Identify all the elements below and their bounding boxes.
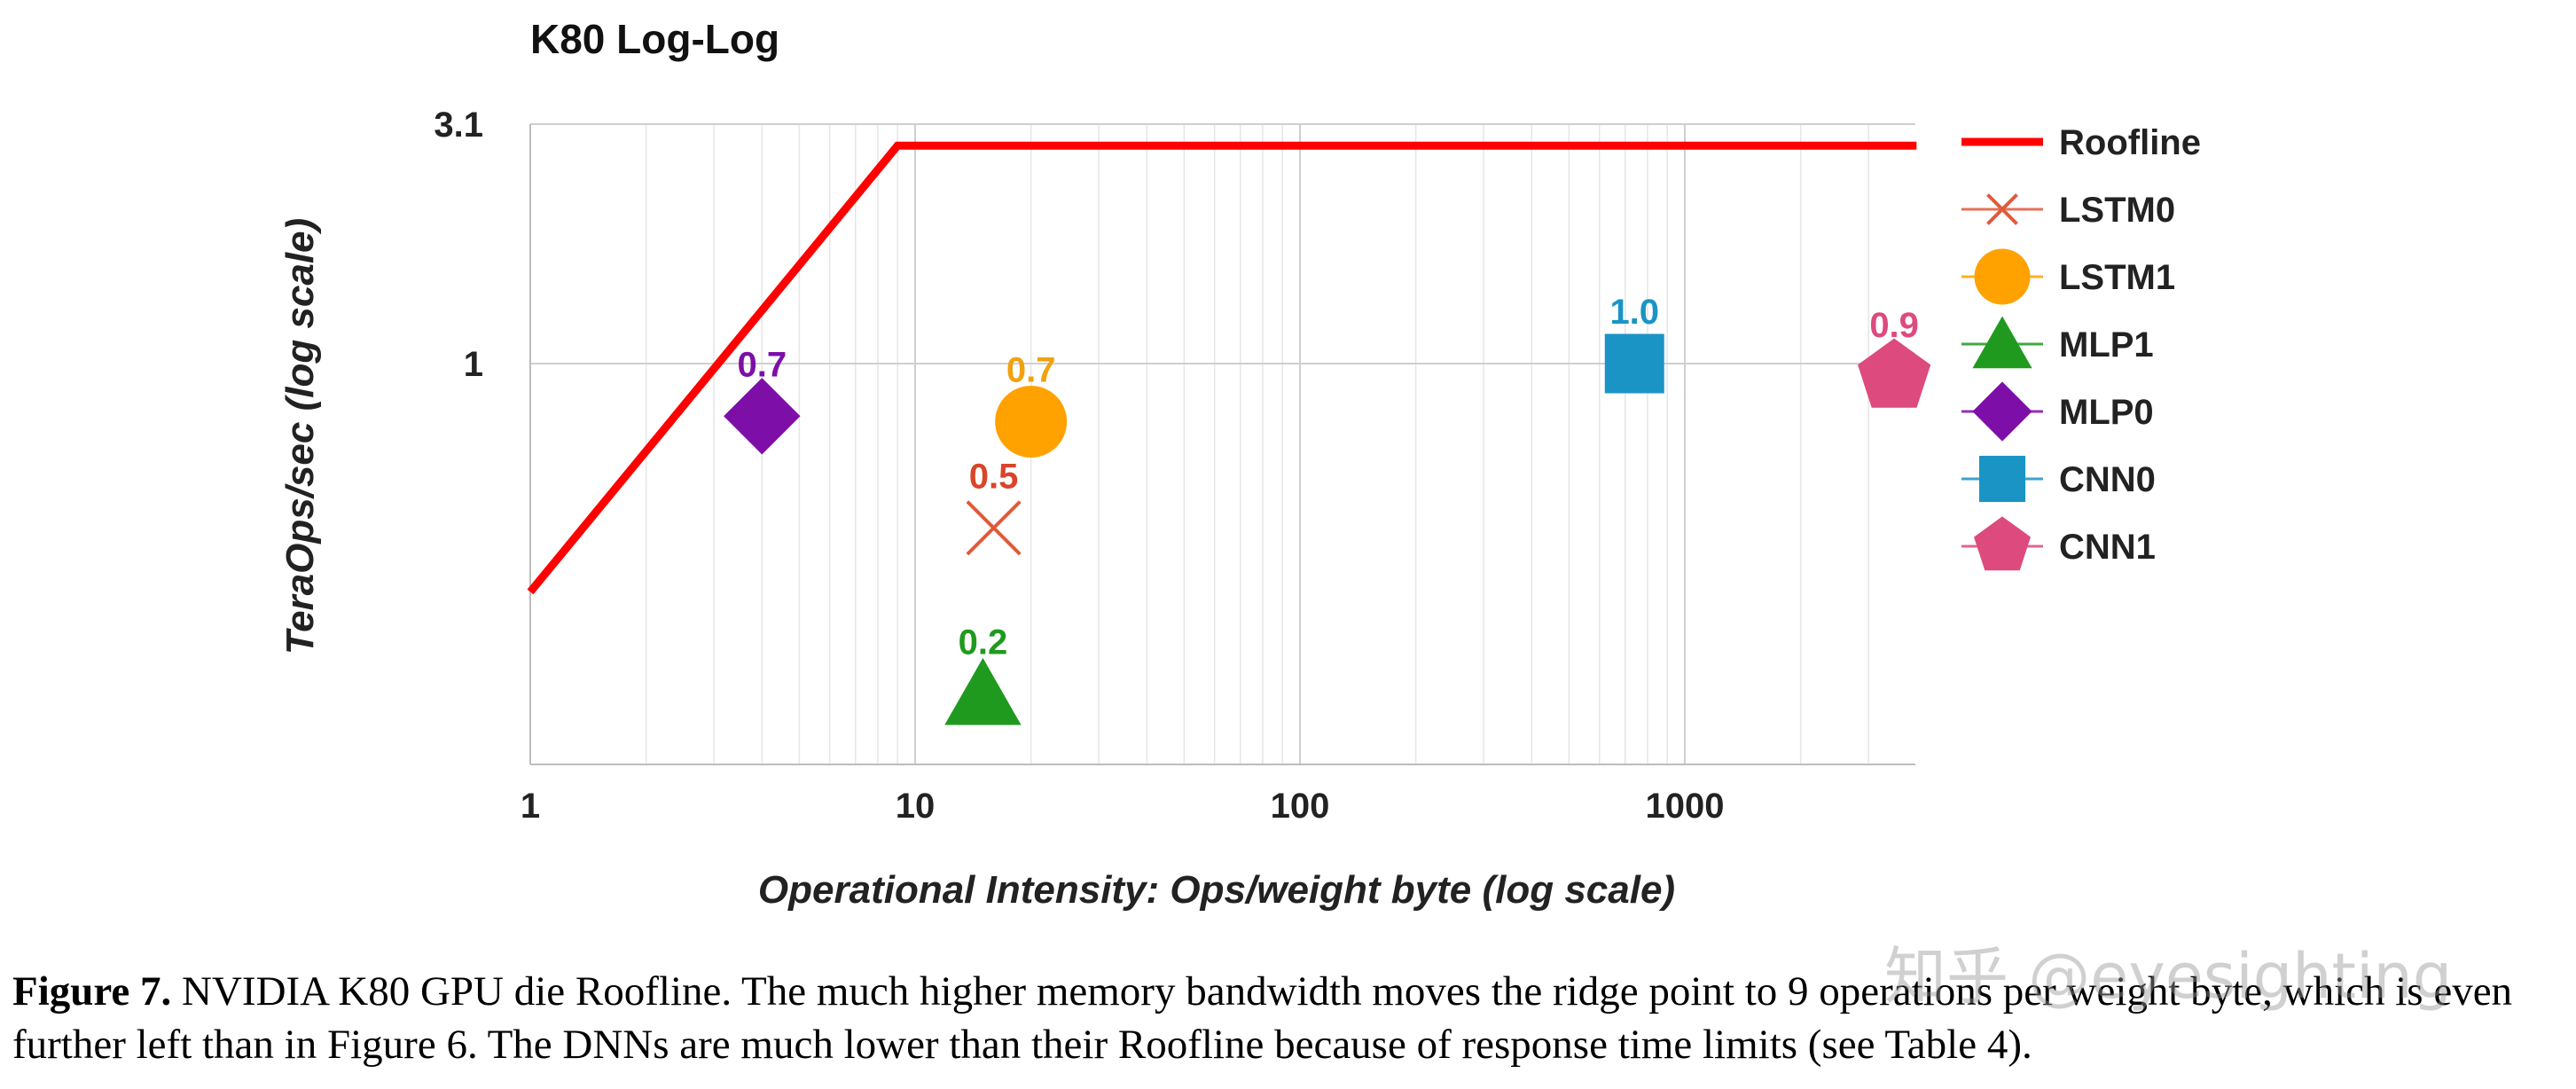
y-tick-label: 3.1 (434, 106, 483, 145)
y-tick-label: 1 (464, 345, 483, 384)
point-cnn0 (1604, 333, 1664, 394)
data-points: 0.5 0.7 0.2 0.7 1.0 0.9 (724, 293, 1931, 725)
legend-marker-lstm0-stroke (1986, 193, 2018, 225)
x-tick-label: 1 (521, 787, 540, 826)
legend-marker-mlp0 (1972, 381, 2032, 442)
point-lstm0-stroke (966, 500, 1022, 556)
legend-label-cnn0: CNN0 (2059, 460, 2156, 499)
legend-marker-cnn1 (1974, 516, 2031, 571)
watermark: 知乎 @eyesighting (1884, 940, 2453, 1013)
legend-label-lstm0: LSTM0 (2059, 191, 2175, 230)
grid-lines (529, 123, 1915, 764)
legend-item-cnn0: CNN0 (1961, 455, 2156, 503)
tick-labels: 1 10 100 1000 3.1 1 (434, 106, 1724, 826)
legend-label-roofline: Roofline (2059, 123, 2201, 162)
point-lstm0 (966, 500, 1022, 556)
chart: 1 10 100 1000 3.1 1 0.5 0.7 0.2 0.7 1.0 0.9 Roofli… (278, 16, 2201, 912)
point-label-lstm1: 0.7 (1006, 350, 1056, 389)
point-cnn1 (1858, 338, 1931, 408)
legend-marker-cnn0 (1978, 455, 2026, 503)
figure-caption: Figure 7. NVIDIA K80 GPU die Roofline. T… (12, 965, 2566, 1071)
x-tick-label: 1000 (1646, 787, 1725, 826)
point-label-mlp0: 0.7 (737, 345, 787, 384)
legend-item-roofline: Roofline (1961, 123, 2201, 162)
point-label-cnn0: 1.0 (1609, 293, 1659, 332)
point-lstm1 (995, 385, 1068, 458)
point-label-cnn1: 0.9 (1869, 306, 1919, 345)
point-label-mlp1: 0.2 (959, 623, 1008, 662)
y-axis-label: TeraOps/sec (log scale) (278, 218, 322, 654)
legend-marker-lstm0 (1986, 193, 2018, 225)
legend-marker-lstm1 (1974, 248, 2031, 305)
caption-figure-number: Figure 7. (12, 968, 172, 1015)
x-axis-label: Operational Intensity: Ops/weight byte (… (758, 868, 1675, 912)
chart-title: K80 Log-Log (530, 16, 779, 62)
legend-label-mlp1: MLP1 (2059, 325, 2154, 364)
point-mlp0 (724, 378, 801, 455)
legend-item-lstm1: LSTM1 (1961, 248, 2175, 305)
legend-item-cnn1: CNN1 (1961, 516, 2156, 571)
legend-item-mlp1: MLP1 (1961, 316, 2154, 369)
legend-label-lstm1: LSTM1 (2059, 258, 2175, 297)
legend-label-mlp0: MLP0 (2059, 393, 2154, 432)
axes (529, 124, 1915, 765)
legend-label-cnn1: CNN1 (2059, 528, 2156, 567)
roofline-line (527, 141, 1917, 595)
roofline-series (527, 141, 1917, 595)
caption-text: NVIDIA K80 GPU die Roofline. The much hi… (12, 968, 2513, 1068)
legend-item-mlp0: MLP0 (1961, 381, 2154, 442)
x-tick-label: 100 (1271, 787, 1330, 826)
legend-marker-mlp1 (1972, 316, 2032, 369)
x-tick-label: 10 (896, 787, 936, 826)
legend-item-lstm0: LSTM0 (1961, 191, 2175, 230)
legend: Roofline LSTM0 LSTM1 MLP1 MLP0 CNN0 CNN1 (1961, 123, 2201, 571)
point-label-lstm0: 0.5 (969, 457, 1019, 496)
point-mlp1 (944, 657, 1022, 725)
